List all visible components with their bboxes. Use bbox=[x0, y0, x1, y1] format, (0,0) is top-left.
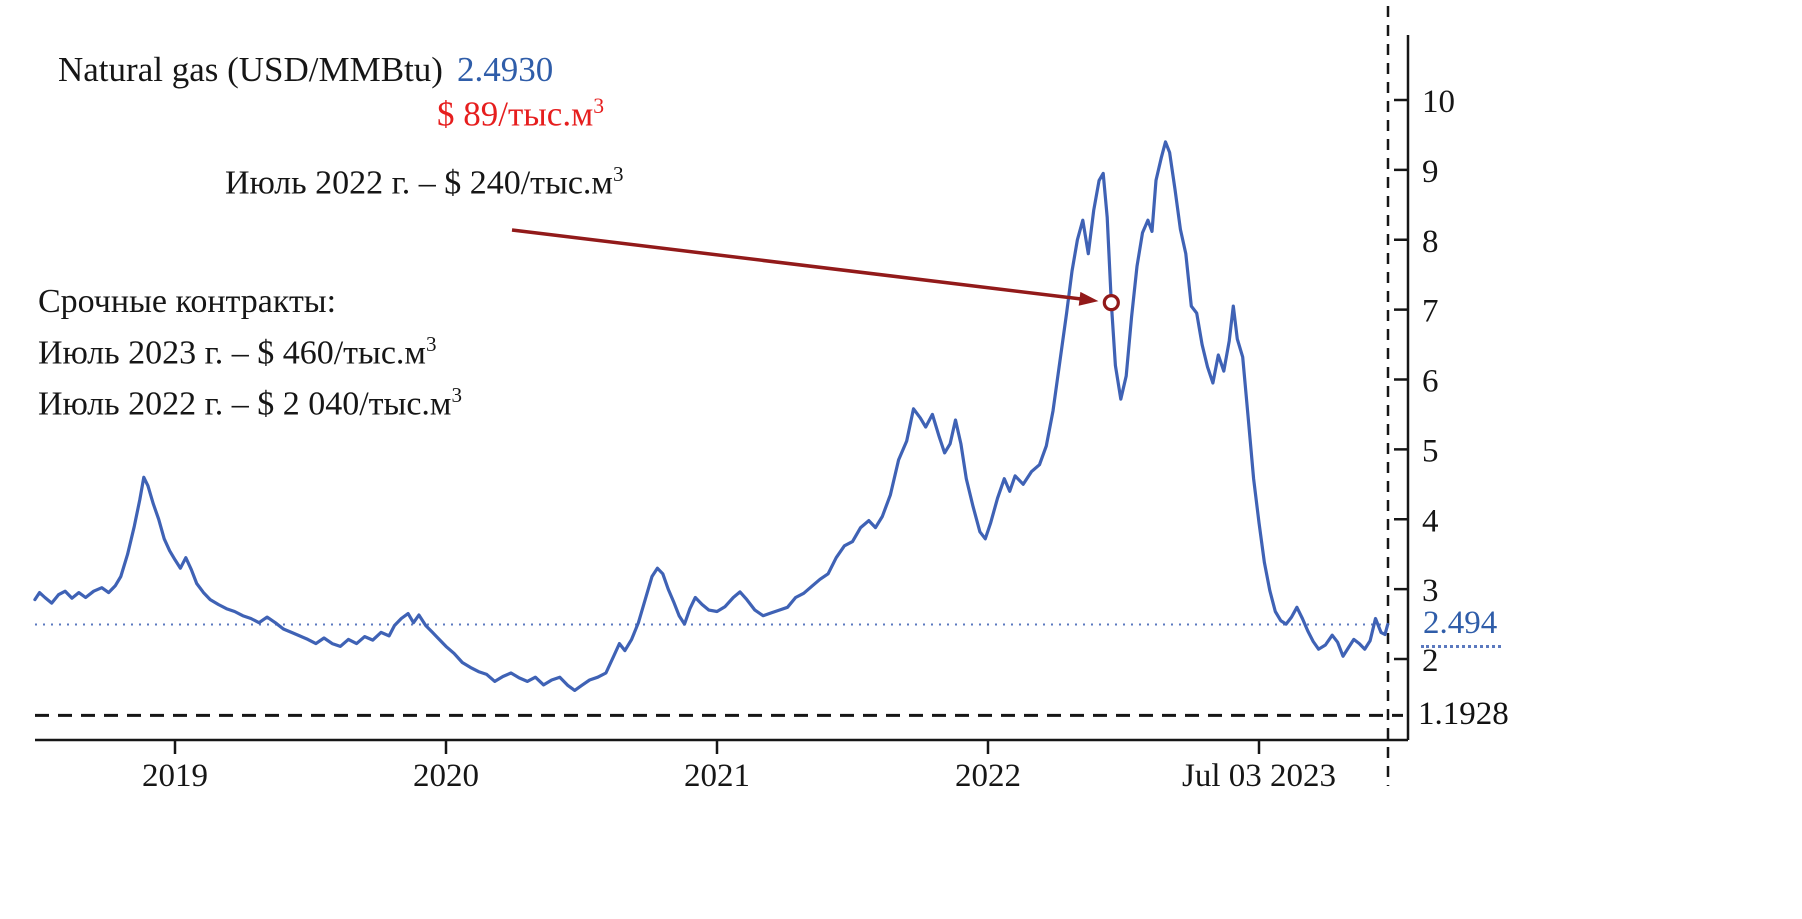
annotation-arrow-head bbox=[1078, 291, 1099, 306]
x-tick-label: 2019 bbox=[142, 758, 208, 794]
annotation-arrow-line bbox=[511, 228, 1089, 302]
y-tick-label: 3 bbox=[1422, 573, 1439, 609]
y-tick-label: 10 bbox=[1422, 84, 1455, 120]
x-tick-label: 2021 bbox=[684, 758, 750, 794]
x-tick-label: 2020 bbox=[413, 758, 479, 794]
price-line bbox=[33, 140, 1390, 693]
contracts-header: Срочные контракты: bbox=[38, 283, 337, 320]
y-tick-label: 6 bbox=[1422, 364, 1439, 400]
y-tick-label: 4 bbox=[1422, 503, 1439, 539]
superscript-3: 3 bbox=[593, 94, 605, 118]
x-tick-label: Jul 03 2023 bbox=[1182, 758, 1336, 794]
contracts-line-2022: Июль 2022 г. – $ 2 040/тыс.м3 bbox=[38, 383, 462, 423]
forward-contracts-block: Срочные контракты: Июль 2023 г. – $ 460/… bbox=[38, 281, 462, 426]
lower-bound-label: 1.1928 bbox=[1418, 696, 1509, 732]
superscript-3: 3 bbox=[612, 162, 624, 186]
contracts-line-2023: Июль 2023 г. – $ 460/тыс.м3 bbox=[38, 332, 437, 372]
converted-price-label: $ 89/тыс.м3 bbox=[437, 94, 605, 134]
current-price-label: 2.494 bbox=[1421, 605, 1502, 648]
y-tick-label: 9 bbox=[1422, 154, 1439, 190]
y-tick-label: 2 bbox=[1422, 643, 1439, 679]
y-tick-label: 5 bbox=[1422, 433, 1439, 469]
superscript-3: 3 bbox=[451, 383, 462, 408]
y-tick-label: 8 bbox=[1422, 224, 1439, 260]
marker-circle bbox=[1102, 294, 1120, 312]
y-tick-label: 7 bbox=[1422, 294, 1439, 330]
chart-title-text: Natural gas (USD/MMBtu) bbox=[58, 50, 443, 89]
x-tick-label: 2022 bbox=[955, 758, 1021, 794]
chart-last-value: 2.4930 bbox=[456, 50, 554, 89]
annotation-july-2022-label: Июль 2022 г. – $ 240/тыс.м3 bbox=[225, 162, 624, 202]
superscript-3: 3 bbox=[425, 332, 437, 356]
chart-title: Natural gas (USD/MMBtu) 2.4930 bbox=[58, 50, 553, 90]
